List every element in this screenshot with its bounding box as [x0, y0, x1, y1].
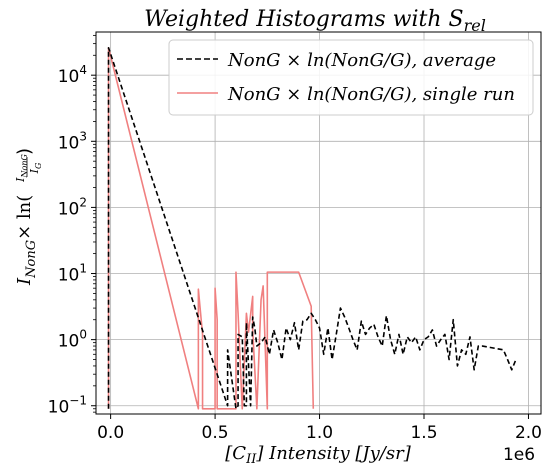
series-line-single-run — [107, 46, 315, 410]
chart-title: Weighted Histograms with Srel — [144, 7, 486, 35]
x-axis-label: [CII] Intensity [Jy/sr] — [225, 443, 411, 467]
legend-box — [168, 39, 534, 116]
y-tick-label: 103 — [58, 129, 87, 153]
series-layer — [107, 46, 517, 410]
x-tick-label: 0.5 — [202, 423, 229, 443]
svg-text:): ) — [14, 148, 35, 155]
plot-area — [95, 31, 542, 415]
x-offset-label: 1e6 — [503, 445, 535, 465]
legend-label-single-run: NonG × ln(NonG/G), single run — [227, 84, 515, 105]
y-tick-label: 104 — [58, 63, 87, 87]
y-tick-label: 102 — [58, 195, 87, 219]
y-tick-label: 101 — [58, 262, 87, 286]
svg-text:INonG: INonG — [14, 154, 29, 183]
series-line-average — [107, 46, 517, 410]
x-tick-label: 2.0 — [515, 423, 542, 443]
x-tick-label: 0.0 — [97, 423, 124, 443]
y-tick-label: 100 — [58, 328, 87, 352]
x-tick-label: 1.5 — [410, 423, 437, 443]
svg-text:INonG× ln(: INonG× ln( — [14, 195, 39, 286]
legend-label-average: NonG × ln(NonG/G), average — [227, 50, 496, 71]
y-tick-label: 10−1 — [48, 394, 87, 418]
y-axis-label: INonG× ln( INonG IG ) — [14, 148, 43, 286]
svg-text:IG: IG — [28, 162, 43, 174]
x-tick-label: 1.0 — [306, 423, 333, 443]
legend: NonG × ln(NonG/G), average NonG × ln(Non… — [168, 39, 534, 116]
ticks: 0.0 0.5 1.0 1.5 2.0 10−1 100 101 102 103 104 — [48, 34, 542, 443]
